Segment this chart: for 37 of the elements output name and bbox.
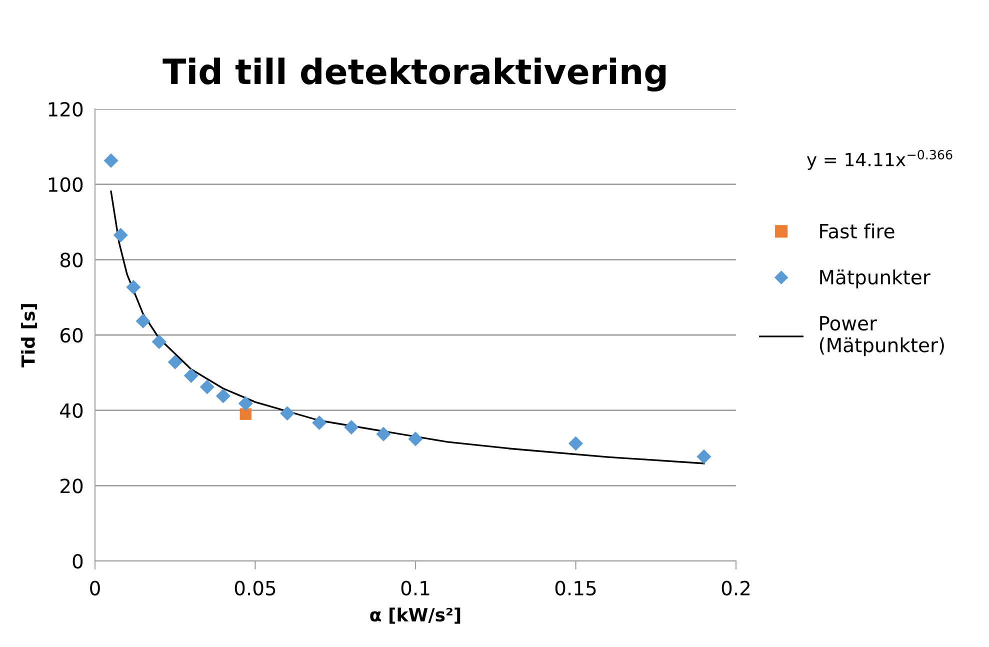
- point: [408, 432, 423, 446]
- x-tick-label: 0.2: [722, 580, 750, 596]
- y-axis-title: Tid [s]: [20, 304, 38, 368]
- chart-title: Tid till detektoraktivering: [162, 58, 666, 92]
- point: [113, 228, 128, 242]
- point: [104, 153, 118, 168]
- y-tick-label: 100: [48, 177, 83, 192]
- legend-label: Fast fire: [820, 223, 894, 239]
- point: [216, 388, 230, 404]
- point: [136, 314, 150, 328]
- x-tick-label: 0.15: [555, 580, 596, 596]
- point: [344, 420, 359, 435]
- point: [126, 280, 141, 294]
- y-tick-label: 120: [48, 102, 83, 117]
- x-tick-label: 0.05: [234, 580, 276, 596]
- point: [238, 396, 253, 411]
- y-tick-label: 60: [60, 328, 83, 343]
- point: [376, 426, 391, 442]
- y-tick-label: 40: [60, 403, 83, 418]
- point: [568, 436, 584, 451]
- point: [152, 334, 166, 350]
- point: [200, 380, 214, 394]
- x-tick-label: 0: [90, 580, 100, 596]
- point: [184, 368, 198, 383]
- legend-label: Mätpunkter: [820, 270, 930, 288]
- x-axis-title: α [kW/s²]: [370, 608, 460, 624]
- y-tick-label: 20: [60, 478, 83, 494]
- y-tick-label: 80: [60, 252, 83, 268]
- point: [280, 406, 295, 421]
- legend-label: Power (Mätpunkter): [820, 316, 944, 356]
- y-tick-label: 0: [72, 554, 83, 569]
- x-tick-label: 0.1: [401, 580, 430, 596]
- point: [168, 354, 182, 370]
- point: [312, 415, 327, 430]
- point: [240, 408, 252, 420]
- point: [696, 449, 712, 464]
- text: y = 14.11x$^{−0.366}$: [806, 150, 952, 170]
